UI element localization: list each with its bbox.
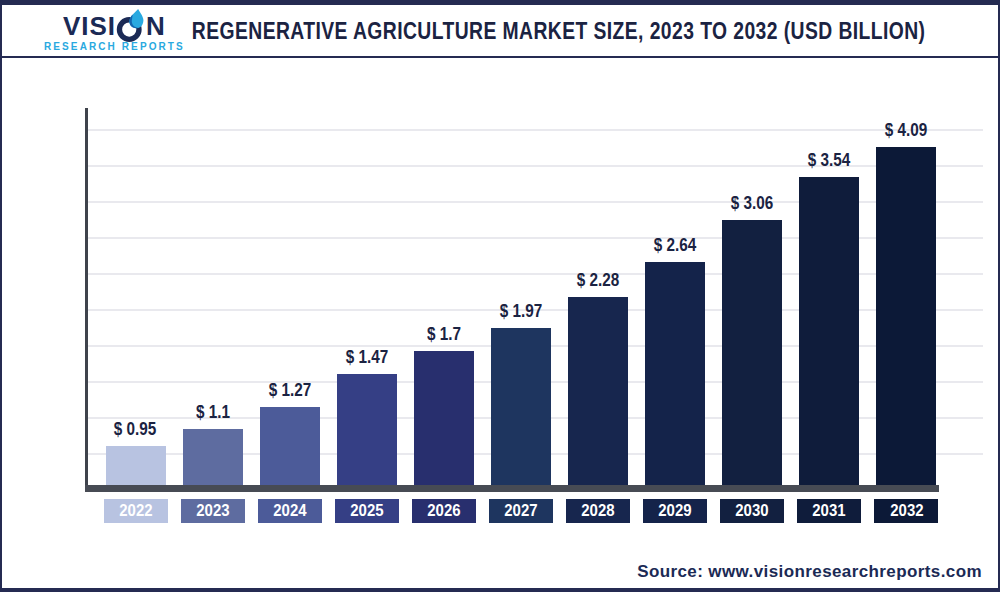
year-label-cell: 2022 [97,499,174,523]
bar-column-2025: $ 1.47 [328,347,405,485]
year-label-box-2026: 2026 [412,499,476,523]
year-label-text: 2029 [659,501,692,521]
bar-value-label: $ 1.97 [500,301,543,322]
bar-2026 [414,351,474,485]
year-label-cell: 2023 [174,499,251,523]
year-label-text: 2025 [350,501,383,521]
year-label-cell: 2025 [328,499,405,523]
year-label-box-2028: 2028 [566,499,630,523]
year-label-cell: 2027 [482,499,559,523]
year-label-box-2025: 2025 [335,499,399,523]
year-label-cell: 2024 [251,499,328,523]
bar-column-2029: $ 2.64 [637,235,714,485]
bar-2023 [183,429,243,485]
bar-column-2028: $ 2.28 [560,270,637,485]
y-axis-line [85,108,88,492]
bar-2025 [337,374,397,485]
infographic-frame: VISI N RESEARCH REPORTS REGENERATIVE AGR… [0,0,1000,592]
bar-2031 [799,177,859,485]
chart-title-text: REGENERATIVE AGRICULTURE MARKET SIZE, 20… [192,18,926,45]
x-axis-line [85,485,939,492]
bar-column-2024: $ 1.27 [251,380,328,485]
bar-value-label: $ 3.06 [731,193,774,214]
year-label-cell: 2030 [714,499,791,523]
year-label-text: 2023 [196,501,229,521]
bar-column-2023: $ 1.1 [174,402,251,485]
bar-2024 [260,407,320,485]
year-label-cell: 2029 [637,499,714,523]
bar-column-2032: $ 4.09 [868,120,945,485]
bars-row: $ 0.95 $ 1.1 $ 1.27 $ 1.47 $ 1.7 $ 1.97 … [97,120,945,485]
bar-value-label: $ 1.7 [427,324,461,345]
bar-column-2026: $ 1.7 [405,324,482,485]
bar-value-label: $ 1.47 [346,347,389,368]
year-label-text: 2030 [736,501,769,521]
chart-title: REGENERATIVE AGRICULTURE MARKET SIZE, 20… [122,18,958,45]
year-label-box-2027: 2027 [489,499,553,523]
bar-2028 [568,297,628,485]
bar-column-2031: $ 3.54 [791,150,868,485]
bar-value-label: $ 0.95 [114,419,157,440]
header: VISI N RESEARCH REPORTS REGENERATIVE AGR… [2,5,998,58]
bar-value-label: $ 1.1 [196,402,230,423]
year-label-text: 2022 [119,501,152,521]
logo-text-visi: VISI [63,11,116,41]
year-label-cell: 2032 [868,499,945,523]
bar-value-label: $ 4.09 [885,120,928,141]
bar-value-label: $ 3.54 [808,150,851,171]
year-label-box-2023: 2023 [181,499,245,523]
year-label-text: 2027 [504,501,537,521]
source-attribution: Source: www.visionresearchreports.com [637,562,982,582]
year-label-cell: 2028 [560,499,637,523]
year-label-box-2024: 2024 [258,499,322,523]
year-label-box-2029: 2029 [643,499,707,523]
bar-column-2027: $ 1.97 [482,301,559,485]
bar-value-label: $ 2.64 [654,235,697,256]
year-label-text: 2032 [890,501,923,521]
year-label-box-2031: 2031 [797,499,861,523]
year-label-text: 2026 [427,501,460,521]
year-label-box-2032: 2032 [874,499,938,523]
bar-2022 [106,446,166,485]
bar-2030 [722,220,782,485]
bar-2027 [491,328,551,485]
year-label-text: 2031 [813,501,846,521]
bar-2029 [645,262,705,485]
year-label-text: 2024 [273,501,306,521]
bar-value-label: $ 2.28 [577,270,620,291]
bar-value-label: $ 1.27 [268,380,311,401]
year-label-box-2030: 2030 [720,499,784,523]
year-label-cell: 2031 [791,499,868,523]
year-label-text: 2028 [581,501,614,521]
bar-column-2022: $ 0.95 [97,419,174,485]
year-label-box-2022: 2022 [104,499,168,523]
year-label-cell: 2026 [405,499,482,523]
x-axis-year-labels: 2022 2023 2024 2025 2026 2027 2028 2029 … [97,499,945,523]
bar-2032 [876,147,936,485]
bar-column-2030: $ 3.06 [714,193,791,485]
